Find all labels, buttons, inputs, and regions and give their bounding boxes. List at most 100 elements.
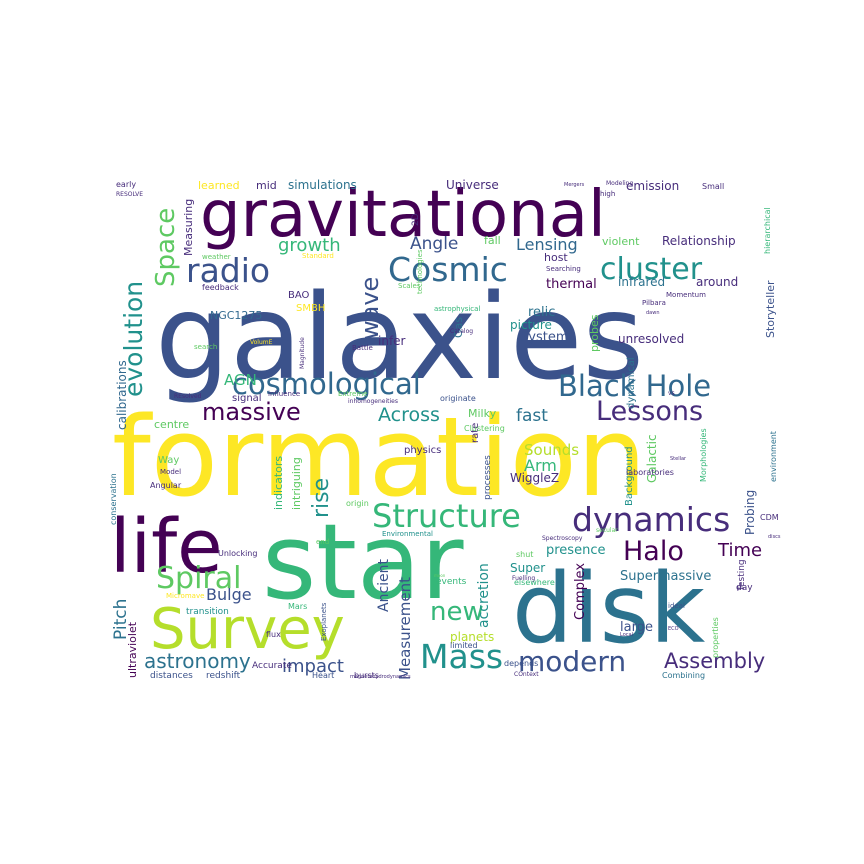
cloud-word: Local [620, 632, 633, 638]
cloud-word: Time [717, 540, 762, 561]
cloud-word: Combining [662, 671, 705, 680]
cloud-word: depends [504, 659, 538, 668]
cloud-word: wave [356, 277, 384, 340]
cloud-word: presence [546, 543, 605, 558]
cloud-word: Angular [150, 481, 182, 490]
cloud-word: Unlocking [218, 549, 257, 558]
cloud-word: Pitch [111, 599, 131, 640]
cloud-word: mid [256, 179, 277, 192]
cloud-word: elsewhere [514, 578, 555, 587]
cloud-word: signal [232, 393, 262, 404]
cloud-word: ECO [668, 626, 679, 632]
cloud-word: Fuelling [512, 575, 535, 582]
cloud-word: Measurement [396, 577, 414, 680]
cloud-word: rise [309, 478, 334, 518]
cloud-word: calibrations [115, 360, 129, 430]
cloud-word: processes [483, 455, 493, 500]
cloud-word: Morphologies [699, 428, 708, 482]
cloud-word: originate [440, 394, 476, 403]
cloud-word: formation [112, 393, 647, 521]
cloud-word: Probing [743, 490, 757, 535]
cloud-word: search [194, 343, 217, 351]
cloud-word: cosmological [232, 367, 421, 401]
cloud-word: astronomy [144, 649, 251, 673]
cloud-word: growth [278, 235, 341, 256]
cloud-word: Heart [312, 671, 334, 680]
cloud-word: ultraviolet [126, 621, 139, 678]
cloud-word: vs [668, 390, 675, 397]
cloud-word: impact [282, 656, 344, 677]
cloud-word: unresolved [618, 332, 684, 346]
cloud-word: Exoplanets [320, 602, 328, 641]
cloud-word: NGC1275 [210, 309, 262, 322]
cloud-word: secular [596, 527, 618, 534]
cloud-word: Accurate [252, 661, 292, 671]
cloud-word: AGN [224, 371, 257, 389]
cloud-word: VolumE [250, 339, 273, 346]
cloud-word: indicators [272, 456, 285, 510]
cloud-word: Pilbara [642, 299, 666, 307]
cloud-word: Supermassive [620, 569, 711, 584]
cloud-word: Super [510, 561, 545, 575]
cloud-word: bursts [354, 671, 379, 680]
cloud-word: centre [154, 418, 189, 431]
cloud-word: host [544, 251, 568, 264]
cloud-word: RESOLVE [116, 191, 143, 198]
cloud-word: emission [626, 179, 679, 193]
cloud-word: probes [588, 314, 601, 352]
cloud-word: inhomogeneities [348, 398, 398, 405]
cloud-word: Black Hole [558, 369, 711, 403]
cloud-word: Assembly [664, 649, 765, 673]
cloud-word: thermal [546, 277, 597, 292]
cloud-word: Complex [573, 563, 588, 620]
cloud-word: cluster [600, 252, 703, 287]
cloud-word: Mars [288, 602, 307, 611]
cloud-word: 2D [411, 213, 421, 226]
cloud-word: end [316, 538, 329, 546]
cloud-word: day [736, 583, 753, 593]
cloud-word: Universe [446, 178, 499, 192]
cloud-word: Angle [410, 234, 458, 254]
cloud-word: redshift [206, 671, 241, 681]
cloud-word: environment [769, 431, 778, 482]
cloud-word: Mass [420, 637, 503, 676]
cloud-word: Spectroscopy [542, 535, 583, 542]
cloud-word: origin [346, 499, 369, 508]
cloud-word: Background [624, 446, 635, 506]
cloud-word: gravitational [200, 178, 606, 252]
cloud-word: relic [528, 305, 555, 320]
cloud-word: Bulge [206, 585, 252, 604]
cloud-word: new [430, 597, 484, 627]
cloud-word: high [600, 190, 615, 198]
cloud-word: Searching [546, 265, 581, 273]
cloud-word: discs [768, 534, 781, 540]
cloud-word: modern [518, 645, 626, 678]
cloud-word: COntext [514, 671, 539, 678]
cloud-word: Halo [623, 536, 684, 567]
cloud-word: Ancient [376, 558, 392, 612]
cloud-word: Galactic [645, 434, 659, 483]
cloud-word: fast [516, 406, 548, 426]
cloud-word: transition [186, 607, 229, 617]
cloud-word: Scales [398, 282, 421, 290]
cloud-word: dynamics [572, 500, 730, 539]
cloud-word: Storyteller [764, 280, 777, 338]
cloud-word: radio [186, 251, 270, 290]
cloud-word: CDM [760, 513, 779, 522]
cloud-word: rate [470, 423, 481, 443]
cloud-word: evolution [119, 281, 148, 397]
cloud-word: Clustering [464, 424, 505, 433]
cloud-word: Environmental [382, 530, 433, 538]
cloud-word: Catalog [450, 328, 473, 335]
cloud-word: Mergers [564, 182, 585, 188]
cloud-word: life [110, 504, 223, 590]
cloud-word: flux [266, 630, 281, 639]
cloud-word: feedback [202, 283, 239, 292]
cloud-word: Measuring [182, 199, 195, 256]
cloud-word: SMBH [296, 303, 325, 314]
cloud-word: physics [404, 445, 441, 456]
cloud-word: moon [434, 573, 446, 578]
cloud-word: limited [450, 641, 478, 650]
cloud-word: simulations [288, 178, 357, 192]
